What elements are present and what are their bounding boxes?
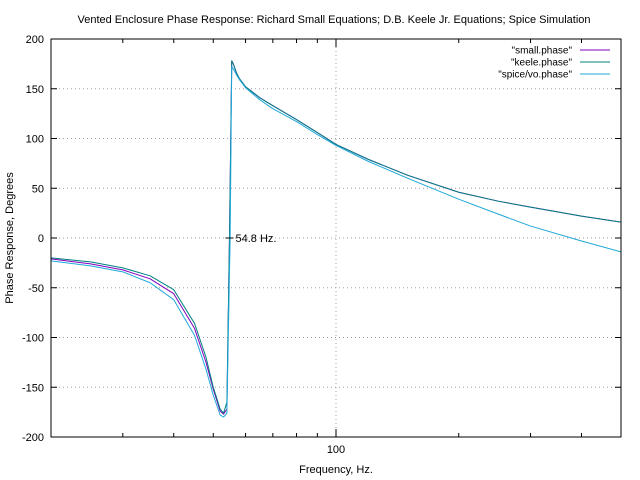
legend-label-2: "keele.phase"	[511, 58, 572, 69]
series-layer	[51, 60, 621, 418]
y-tick-label: -100	[22, 333, 44, 345]
y-tick-label: 0	[38, 233, 44, 245]
series-line-2	[51, 60, 621, 414]
annotation: 54.8 Hz.	[225, 233, 276, 245]
y-axis-label: Phase Response, Degrees	[4, 172, 16, 304]
y-tick-label: -150	[22, 382, 44, 394]
annotation-label: 54.8 Hz.	[235, 233, 276, 245]
y-tick-label: 100	[26, 134, 44, 146]
chart-title: Vented Enclosure Phase Response: Richard…	[77, 14, 590, 26]
y-tick-label: -200	[22, 432, 44, 444]
y-tick-label: -50	[28, 283, 44, 295]
series-line-3	[51, 66, 621, 418]
legend-label-3: "spice/vo.phase"	[498, 70, 572, 81]
y-tick-label: 150	[26, 84, 44, 96]
x-tick-label: 100	[327, 444, 345, 456]
ticks: -200 -150 -100 -50 0 50 100 150 200 100	[22, 34, 621, 456]
legend: "small.phase""keele.phase""spice/vo.phas…	[498, 46, 610, 81]
y-tick-label: 50	[32, 183, 44, 195]
grid	[51, 39, 621, 437]
y-tick-label: 200	[26, 34, 44, 46]
legend-label-1: "small.phase"	[512, 46, 573, 57]
x-axis-label: Frequency, Hz.	[299, 464, 373, 476]
